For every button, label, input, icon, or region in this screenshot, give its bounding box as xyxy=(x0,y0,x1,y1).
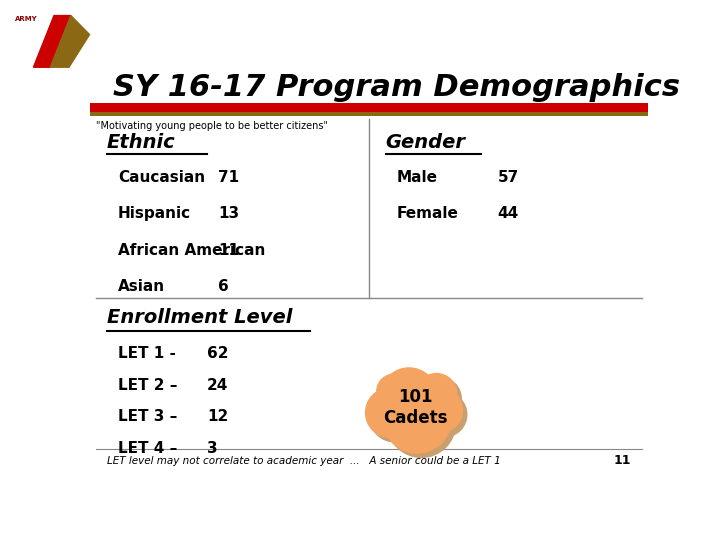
Circle shape xyxy=(377,374,412,409)
Text: LET level may not correlate to academic year  ...   A senior could be a LET 1: LET level may not correlate to academic … xyxy=(107,456,500,465)
Circle shape xyxy=(422,392,467,437)
Circle shape xyxy=(398,411,439,453)
Circle shape xyxy=(387,389,456,457)
Circle shape xyxy=(384,372,442,429)
Text: 44: 44 xyxy=(498,206,518,221)
Bar xyxy=(90,112,648,116)
Text: African American: African American xyxy=(118,243,265,258)
Text: Ethnic: Ethnic xyxy=(107,133,176,152)
Text: Gender: Gender xyxy=(386,133,466,152)
Text: LET 2 –: LET 2 – xyxy=(118,378,177,393)
Text: 62: 62 xyxy=(207,346,229,361)
Text: 71: 71 xyxy=(218,170,240,185)
Circle shape xyxy=(383,384,451,453)
Polygon shape xyxy=(33,16,71,67)
Text: LET 1 -: LET 1 - xyxy=(118,346,176,361)
Circle shape xyxy=(366,388,415,437)
Text: Male: Male xyxy=(397,170,438,185)
Circle shape xyxy=(370,392,420,442)
Circle shape xyxy=(420,378,462,419)
Text: Female: Female xyxy=(397,206,459,221)
Text: 6: 6 xyxy=(218,279,229,294)
Text: 13: 13 xyxy=(218,206,240,221)
Circle shape xyxy=(394,407,434,448)
Text: SY 16-17 Program Demographics: SY 16-17 Program Demographics xyxy=(114,73,680,102)
Circle shape xyxy=(381,379,416,413)
Text: 24: 24 xyxy=(207,378,228,393)
Text: LET 3 –: LET 3 – xyxy=(118,409,177,424)
Text: ARMY: ARMY xyxy=(14,16,37,22)
Circle shape xyxy=(416,374,457,415)
Text: 11: 11 xyxy=(218,243,239,258)
Circle shape xyxy=(380,368,438,425)
Text: "Motivating young people to be better citizens": "Motivating young people to be better ci… xyxy=(96,121,328,131)
Text: 3: 3 xyxy=(207,441,218,456)
Text: LET 4 –: LET 4 – xyxy=(118,441,177,456)
Polygon shape xyxy=(50,16,89,67)
Text: Caucasian: Caucasian xyxy=(118,170,205,185)
Text: 12: 12 xyxy=(207,409,228,424)
Text: 57: 57 xyxy=(498,170,518,185)
Text: Enrollment Level: Enrollment Level xyxy=(107,308,292,327)
Circle shape xyxy=(418,388,462,433)
Bar xyxy=(90,104,648,113)
Text: Asian: Asian xyxy=(118,279,165,294)
Text: 101
Cadets: 101 Cadets xyxy=(384,388,448,427)
Text: Hispanic: Hispanic xyxy=(118,206,191,221)
Text: 11: 11 xyxy=(613,454,631,467)
